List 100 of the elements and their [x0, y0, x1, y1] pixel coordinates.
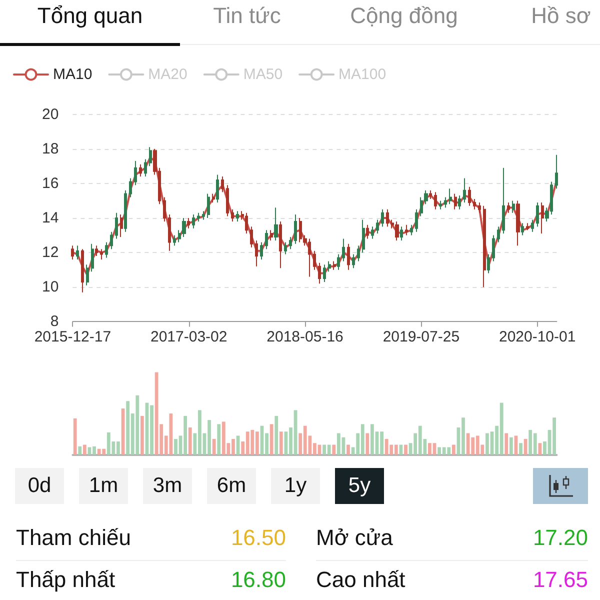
candlestick	[202, 210, 205, 220]
text: Mở cửa	[316, 525, 393, 550]
text: Hồ sơ	[531, 3, 591, 28]
bar	[524, 438, 528, 455]
candlestick	[274, 207, 278, 241]
bar	[538, 443, 542, 455]
candlestick	[139, 164, 142, 178]
y-tick-label: 18	[42, 140, 59, 158]
text: 17.65	[532, 567, 588, 592]
button: 0d	[15, 468, 64, 504]
candlestick	[386, 208, 389, 228]
candlestick	[71, 245, 74, 260]
candlestick	[226, 184, 229, 217]
candlestick	[347, 243, 350, 270]
x-tick-label: 2018-05-16	[266, 328, 344, 346]
candlestick	[328, 260, 331, 272]
bar	[519, 443, 522, 455]
button: 6m	[207, 468, 256, 504]
candlestick	[81, 248, 84, 293]
bar	[73, 418, 77, 455]
candlestick	[149, 146, 152, 167]
candlestick	[187, 218, 190, 229]
candlestick	[86, 264, 89, 286]
button: 1m	[79, 468, 128, 504]
candlestick	[337, 254, 340, 270]
y-tick-label: 8	[50, 313, 59, 330]
candlestick	[531, 219, 534, 232]
candlestick	[536, 202, 539, 228]
candlestick	[265, 230, 268, 250]
candlestick	[294, 214, 297, 244]
bar	[509, 437, 513, 455]
text: Thấp nhất	[16, 567, 116, 592]
candlestick	[478, 202, 481, 214]
bar	[504, 433, 508, 455]
bar	[212, 438, 216, 455]
candlestick	[192, 214, 195, 229]
candlestick	[463, 178, 466, 203]
bar	[274, 416, 278, 455]
candlestick	[400, 226, 403, 241]
candlestick	[512, 200, 515, 214]
candlestick	[439, 200, 442, 210]
candlestick	[555, 154, 558, 190]
candlestick	[521, 222, 524, 236]
x-tick-label: 2019-07-25	[382, 328, 460, 346]
candlestick	[255, 240, 258, 267]
candlestick	[458, 195, 461, 210]
text: 16.80	[230, 567, 286, 592]
candlestick	[105, 242, 108, 258]
x-tick-label: 2020-10-01	[498, 328, 576, 346]
candlestick	[182, 218, 186, 238]
candlestick	[163, 196, 166, 222]
candlestick	[245, 212, 248, 234]
bar	[332, 444, 336, 455]
candlestick	[216, 174, 219, 203]
candlestick	[231, 208, 234, 222]
candlestick	[95, 245, 98, 257]
candlestick	[124, 190, 127, 232]
y-tick-label: 14	[42, 210, 59, 226]
candlestick	[497, 226, 500, 243]
candlestick	[507, 202, 510, 214]
candlestick	[168, 214, 171, 252]
candlestick	[212, 193, 215, 203]
candlestick	[526, 222, 529, 231]
candlestick	[376, 219, 379, 234]
candlestick	[492, 234, 495, 262]
candlestick	[395, 220, 399, 241]
candlestick	[362, 219, 365, 254]
candlestick	[236, 210, 239, 222]
candlestick	[173, 234, 176, 246]
bar	[399, 444, 403, 455]
candlestick	[221, 176, 224, 193]
x-tick-label: 2015-12-17	[34, 328, 112, 346]
candlestick	[516, 200, 520, 246]
candlestick	[429, 190, 432, 200]
candlestick	[289, 236, 292, 250]
bar	[82, 444, 86, 455]
candlestick	[260, 242, 263, 260]
bar	[404, 444, 408, 455]
candlestick	[129, 178, 132, 198]
bar	[346, 444, 350, 455]
bar	[140, 416, 144, 455]
button: 5y	[335, 468, 384, 504]
candlestick	[371, 226, 374, 240]
y-tick-label: 16	[42, 174, 59, 192]
y-tick-label: 10	[42, 278, 59, 296]
line-series	[72, 156, 558, 276]
candlestick	[313, 250, 316, 270]
candlestick	[444, 196, 447, 208]
candlestick	[318, 262, 321, 284]
text: Tin tức	[213, 3, 281, 28]
bar	[366, 433, 370, 455]
candlestick	[502, 167, 505, 234]
candlestick	[270, 230, 273, 241]
candlestick	[144, 158, 147, 178]
candlestick	[468, 186, 471, 206]
candlestick	[381, 208, 384, 228]
candlestick	[410, 224, 413, 236]
candlestick	[197, 212, 200, 222]
candlestick	[207, 193, 210, 218]
candlestick	[483, 205, 486, 288]
